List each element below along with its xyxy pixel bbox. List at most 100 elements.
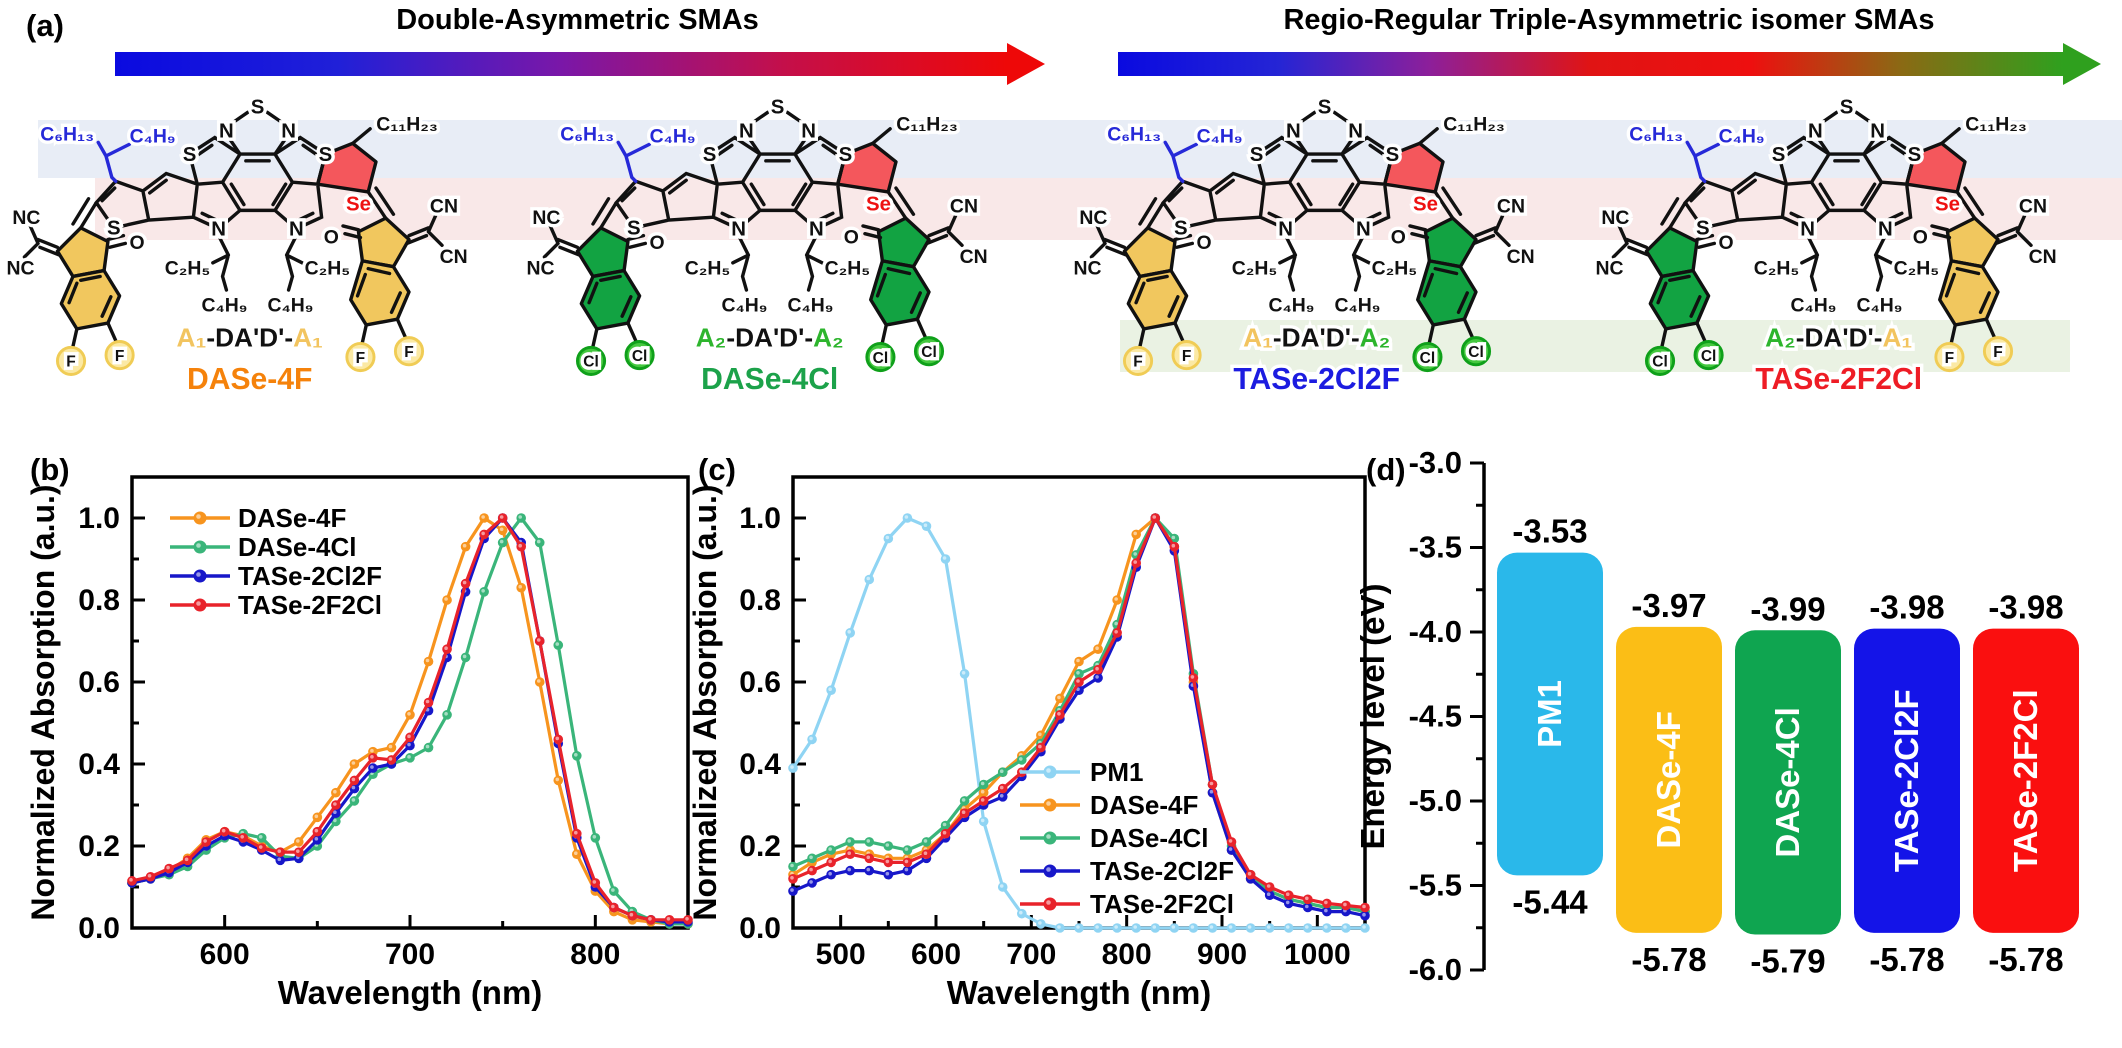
y-tick-label: 1.0: [78, 502, 120, 535]
svg-text:F: F: [1182, 348, 1191, 365]
svg-text:C₄H₉: C₄H₉: [1335, 294, 1381, 316]
svg-text:NC: NC: [1079, 207, 1107, 229]
energy-bar: [1735, 630, 1841, 935]
left-gradient-arrow-head: [1007, 43, 1045, 85]
svg-text:F: F: [1945, 350, 1954, 367]
svg-text:C₁₁H₂₃: C₁₁H₂₃: [1965, 114, 2027, 136]
svg-text:O: O: [844, 226, 859, 248]
series-TASe-2F2Cl: [127, 513, 693, 925]
svg-text:C₄H₉: C₄H₉: [268, 294, 314, 316]
svg-text:O: O: [1391, 226, 1406, 248]
y-tick-label: 0.8: [78, 584, 120, 617]
homo-value: -5.44: [1512, 883, 1588, 920]
y-tick-label: 0.2: [78, 830, 120, 863]
alkyl-chain: [616, 140, 652, 183]
svg-text:N: N: [219, 121, 234, 143]
svg-text:N: N: [1356, 219, 1371, 241]
y-tick-label: 0.0: [78, 912, 120, 945]
svg-text:C₄H₉: C₄H₉: [721, 294, 767, 316]
svg-text:C₄H₉: C₄H₉: [1719, 125, 1765, 147]
svg-text:Cl: Cl: [1468, 344, 1484, 361]
ticks: [1470, 461, 1484, 972]
svg-text:NC: NC: [527, 257, 555, 279]
y-axis-title: Energy level (eV): [1354, 584, 1391, 850]
svg-text:S: S: [703, 144, 717, 166]
homo-value: -5.79: [1750, 943, 1825, 980]
x-tick-label: 600: [200, 938, 250, 971]
energy-bar-DASe-4Cl: -3.99 -5.79 DASe-4Cl: [1735, 590, 1841, 980]
lumo-value: -3.53: [1512, 513, 1587, 550]
svg-text:C₄H₉: C₄H₉: [650, 125, 696, 147]
lumo-value: -3.99: [1750, 590, 1825, 627]
svg-text:CN: CN: [2029, 246, 2057, 268]
energy-bar-DASe-4F: -3.97 -5.78 DASe-4F: [1616, 587, 1722, 978]
svg-text:CN: CN: [1507, 246, 1535, 268]
molecule-skeleton: [1611, 110, 2033, 349]
molecule-name: DASe-4Cl: [701, 363, 838, 396]
svg-text:N: N: [1878, 219, 1893, 241]
right-gradient-arrow: [1118, 52, 2063, 76]
bar-name: DASe-4F: [1650, 711, 1687, 849]
svg-text:C₁₁H₂₃: C₁₁H₂₃: [896, 114, 958, 136]
svg-text:S: S: [251, 96, 265, 118]
panel-d-chart: -3.0 -3.5 -4.0 -4.5 -5.0 -5.5 -6.0 Energy level…: [1354, 445, 2079, 987]
svg-text:S: S: [1174, 218, 1188, 240]
svg-text:Cl: Cl: [1420, 350, 1436, 367]
halogen-atom: [1934, 341, 1965, 373]
panel-b-label: (b): [30, 452, 70, 487]
svg-text:C₄H₉: C₄H₉: [788, 294, 834, 316]
x-tick-label: 900: [1197, 938, 1247, 971]
svg-text:S: S: [1840, 96, 1854, 118]
halogen-atom: [1982, 336, 2014, 367]
svg-text:Cl: Cl: [632, 348, 648, 365]
svg-text:S: S: [1696, 218, 1710, 240]
series-TASe-2F2Cl: [788, 513, 1370, 913]
lumo-value: -3.98: [1988, 589, 2063, 626]
svg-text:N: N: [1286, 121, 1301, 143]
legend-label: DASe-4Cl: [238, 532, 356, 562]
series-line: [791, 516, 1365, 930]
svg-text:N: N: [1348, 121, 1363, 143]
molecule-name: TASe-2F2Cl: [1755, 363, 1922, 396]
svg-text:O: O: [130, 232, 145, 254]
y-tick-label: 0.0: [739, 912, 781, 945]
y-tick-label: -4.0: [1409, 614, 1462, 649]
panel-b-chart: 0.0 0.2 0.4 0.6 0.8 1.0 600 700 800 Wavelength (n…: [25, 475, 693, 1011]
y-tick-label: 0.8: [739, 584, 781, 617]
svg-text:O: O: [324, 226, 339, 248]
svg-text:N: N: [211, 219, 226, 241]
svg-text:C₂H₅: C₂H₅: [1754, 257, 1800, 279]
tick-labels: 0.0 0.2 0.4 0.6 0.8 1.0 600 700 800: [78, 502, 620, 971]
svg-text:C₄H₉: C₄H₉: [1790, 294, 1836, 316]
svg-text:N: N: [289, 219, 304, 241]
highlight-band-blue: [38, 120, 2122, 178]
svg-text:NC: NC: [1074, 257, 1102, 279]
molecule-name: DASe-4F: [187, 363, 312, 396]
x-axis-title: Wavelength (nm): [278, 974, 543, 1011]
panel-c-label: (c): [698, 452, 736, 487]
molecule-skeleton: [1089, 110, 1511, 349]
y-tick-label: 0.4: [78, 748, 120, 781]
svg-text:O: O: [1913, 226, 1928, 248]
svg-text:F: F: [404, 344, 413, 361]
left-header: Double-Asymmetric SMAs: [396, 4, 759, 36]
svg-text:O: O: [650, 232, 665, 254]
svg-text:Cl: Cl: [873, 350, 889, 367]
svg-text:S: S: [839, 144, 853, 166]
svg-text:S: S: [771, 96, 785, 118]
left-gradient-arrow: [115, 52, 1007, 76]
svg-text:F: F: [356, 350, 365, 367]
halogen-atom: [55, 345, 87, 376]
svg-text:N: N: [801, 121, 816, 143]
svg-text:C₁₁H₂₃: C₁₁H₂₃: [1443, 114, 1505, 136]
svg-text:C₄H₉: C₄H₉: [1197, 125, 1243, 147]
svg-text:CN: CN: [2019, 195, 2047, 217]
svg-text:CN: CN: [1497, 195, 1525, 217]
svg-text:CN: CN: [430, 195, 458, 217]
halogen-atom: [1693, 340, 1724, 371]
molecule-name: TASe-2Cl2F: [1233, 363, 1400, 396]
